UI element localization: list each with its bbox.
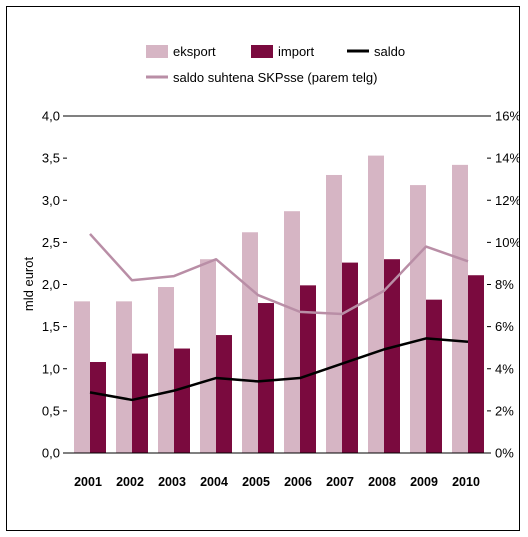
legend-label-0: eksport — [173, 44, 216, 59]
bar-import-2007 — [342, 262, 358, 453]
chart: 0,0 0,5 1,0 1,5 2,0 2,5 3,0 3,5 4,0 0% 2% 4% 6% 8% 10%… — [21, 44, 519, 490]
x-tick-label: 2003 — [158, 475, 186, 489]
legend: eksport import saldo saldo suhtena SKPsse (… — [146, 44, 405, 85]
bar-import-2009 — [426, 299, 442, 453]
y2-tick-label: 4% — [495, 361, 514, 376]
y-tick-label: 1,0 — [42, 361, 60, 376]
bar-eksport-2001 — [74, 301, 90, 453]
x-tick-label: 2005 — [242, 475, 270, 489]
y2-tick-label: 0% — [495, 446, 514, 461]
lines — [89, 233, 469, 402]
x-tick-label: 2004 — [200, 475, 228, 489]
y-tick-label: 0,0 — [42, 446, 60, 461]
x-tick-label: 2010 — [452, 475, 480, 489]
y-tick-label: 0,5 — [42, 403, 60, 418]
x-tick-label: 2001 — [74, 475, 102, 489]
bar-eksport-2006 — [284, 211, 300, 453]
y2-tick-label: 12% — [495, 193, 519, 208]
legend-swatch-1 — [251, 45, 273, 58]
x-tick-label: 2006 — [284, 475, 312, 489]
y2-tick-label: 10% — [495, 235, 519, 250]
y-axis-label: mld eurot — [21, 257, 36, 312]
bar-import-2003 — [174, 348, 190, 453]
legend-label-1: import — [278, 44, 315, 59]
bar-eksport-2002 — [116, 301, 132, 453]
bars — [74, 155, 484, 454]
bar-import-2001 — [90, 362, 106, 453]
y-tick-label: 2,0 — [42, 277, 60, 292]
y2-tick-label: 14% — [495, 151, 519, 166]
bar-eksport-2005 — [242, 232, 258, 453]
x-tick-label: 2002 — [116, 475, 144, 489]
bar-import-2002 — [132, 353, 148, 453]
y-tick-label: 1,5 — [42, 319, 60, 334]
bar-eksport-2003 — [158, 287, 174, 453]
y-tick-label: 3,5 — [42, 151, 60, 166]
chart-frame: 0,0 0,5 1,0 1,5 2,0 2,5 3,0 3,5 4,0 0% 2% 4% 6% 8% 10%… — [6, 6, 520, 531]
y-tick-label: 2,5 — [42, 235, 60, 250]
legend-label-3: saldo suhtena SKPsse (parem telg) — [173, 70, 378, 85]
bar-import-2004 — [216, 335, 232, 453]
y-tick-label: 4,0 — [42, 109, 60, 124]
bar-import-2008 — [384, 259, 400, 453]
bar-eksport-2008 — [368, 155, 384, 453]
x-tick-label: 2008 — [368, 475, 396, 489]
line-saldo — [89, 337, 469, 402]
line-saldo-share — [89, 233, 469, 316]
x-tick-label: 2007 — [326, 475, 354, 489]
y2-tick-label: 8% — [495, 277, 514, 292]
y2-tick-label: 16% — [495, 109, 519, 124]
x-tick-label: 2009 — [410, 475, 438, 489]
legend-swatch-0 — [146, 45, 168, 58]
legend-label-2: saldo — [374, 44, 405, 59]
bar-eksport-2010 — [452, 164, 468, 454]
axes: 0,0 0,5 1,0 1,5 2,0 2,5 3,0 3,5 4,0 0% 2% 4% 6% 8% 10%… — [42, 109, 519, 490]
bar-import-2005 — [258, 303, 274, 453]
y-tick-label: 3,0 — [42, 193, 60, 208]
bar-import-2006 — [300, 285, 316, 453]
y2-tick-label: 2% — [495, 403, 514, 418]
bar-eksport-2004 — [200, 259, 216, 453]
bar-eksport-2009 — [410, 185, 426, 453]
bar-import-2010 — [468, 275, 484, 453]
y2-tick-label: 6% — [495, 319, 514, 334]
